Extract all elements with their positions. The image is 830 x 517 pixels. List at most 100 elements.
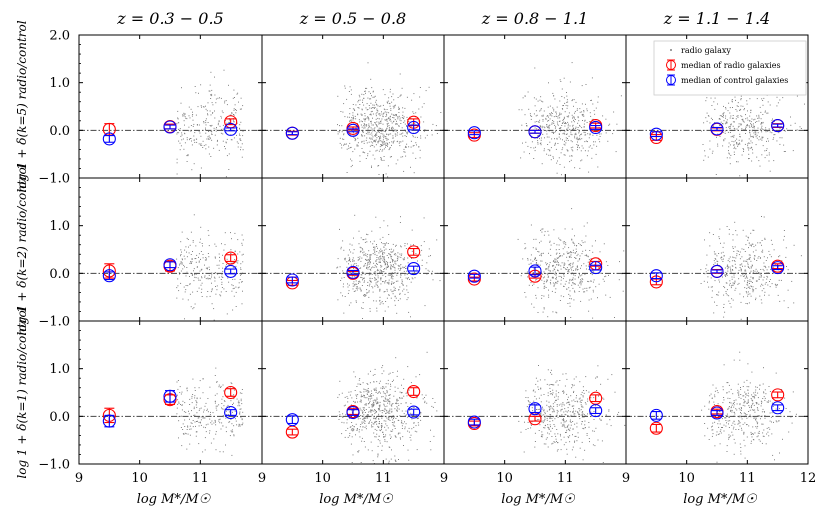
scatter-point <box>225 141 227 143</box>
scatter-point <box>749 272 751 274</box>
scatter-point <box>574 167 576 169</box>
scatter-point <box>574 401 576 402</box>
scatter-point <box>239 273 241 275</box>
scatter-point <box>412 145 414 147</box>
scatter-point <box>563 166 565 168</box>
scatter-point <box>417 417 419 419</box>
scatter-point <box>420 135 422 137</box>
scatter-point <box>402 140 404 142</box>
scatter-point <box>560 130 561 132</box>
scatter-point <box>740 415 742 417</box>
scatter-point <box>224 232 226 234</box>
scatter-point <box>233 114 235 116</box>
scatter-point <box>599 141 601 143</box>
scatter-point <box>548 294 550 296</box>
scatter-point <box>238 403 240 405</box>
scatter-point <box>196 431 198 433</box>
scatter-point <box>545 415 547 417</box>
scatter-point <box>373 140 375 142</box>
scatter-point <box>543 295 545 297</box>
scatter-point <box>394 428 396 429</box>
scatter-point <box>369 145 371 147</box>
scatter-point <box>396 274 398 276</box>
scatter-point <box>583 428 585 430</box>
scatter-point <box>600 419 602 421</box>
scatter-point <box>386 405 388 407</box>
scatter-point <box>241 254 243 256</box>
scatter-point <box>182 114 184 116</box>
scatter-point <box>343 134 345 136</box>
scatter-point <box>737 423 739 425</box>
scatter-point <box>397 280 399 282</box>
scatter-point <box>734 289 736 291</box>
scatter-point <box>233 287 235 289</box>
scatter-point <box>198 443 200 445</box>
scatter-point <box>747 295 749 297</box>
scatter-point <box>749 147 751 149</box>
scatter-point <box>548 269 550 271</box>
scatter-point <box>215 367 217 369</box>
scatter-point <box>416 136 418 138</box>
scatter-point <box>517 238 519 240</box>
scatter-point <box>593 430 595 432</box>
scatter-point <box>404 245 406 247</box>
scatter-point <box>359 258 361 260</box>
scatter-point <box>737 106 739 107</box>
scatter-point <box>221 422 223 424</box>
scatter-point <box>394 119 396 121</box>
scatter-point <box>760 405 762 407</box>
scatter-point <box>178 132 180 134</box>
scatter-point <box>584 132 586 134</box>
scatter-point <box>709 232 711 234</box>
scatter-point <box>355 118 357 120</box>
scatter-point <box>552 156 554 158</box>
scatter-point <box>568 135 570 137</box>
scatter-point <box>573 242 575 244</box>
scatter-point <box>413 426 415 428</box>
scatter-point <box>212 112 213 114</box>
scatter-point <box>347 286 349 288</box>
scatter-point <box>356 145 358 147</box>
scatter-point <box>584 287 586 289</box>
scatter-point <box>383 415 385 417</box>
scatter-point <box>399 133 401 135</box>
scatter-point <box>377 445 379 447</box>
scatter-point <box>367 281 369 283</box>
scatter-point <box>360 274 362 276</box>
scatter-point <box>729 107 731 109</box>
scatter-point <box>723 131 725 133</box>
scatter-point <box>359 418 361 420</box>
scatter-point <box>349 121 351 123</box>
scatter-point <box>225 431 227 433</box>
scatter-point <box>344 85 346 87</box>
scatter-point <box>751 245 752 247</box>
scatter-point <box>343 422 345 424</box>
scatter-point <box>560 152 562 154</box>
scatter-point <box>371 397 373 399</box>
scatter-point <box>575 128 577 130</box>
scatter-point <box>177 388 179 390</box>
scatter-point <box>539 110 541 112</box>
scatter-point <box>558 237 560 239</box>
scatter-point <box>399 391 401 393</box>
scatter-point <box>341 125 343 127</box>
scatter-point <box>401 87 403 89</box>
scatter-point <box>354 290 356 292</box>
scatter-point <box>563 77 565 79</box>
scatter-point <box>220 97 222 99</box>
scatter-point <box>236 134 237 136</box>
scatter-point <box>390 108 392 110</box>
scatter-point <box>558 264 560 266</box>
scatter-point <box>548 289 549 291</box>
scatter-point <box>349 113 351 115</box>
scatter-point <box>357 113 359 115</box>
scatter-point <box>554 401 556 403</box>
scatter-point <box>757 127 759 129</box>
scatter-point <box>176 173 178 175</box>
scatter-point <box>583 291 585 293</box>
scatter-point <box>573 99 575 101</box>
scatter-point <box>725 115 727 117</box>
scatter-point <box>586 255 588 257</box>
scatter-point <box>368 399 369 401</box>
scatter-point <box>707 427 709 429</box>
